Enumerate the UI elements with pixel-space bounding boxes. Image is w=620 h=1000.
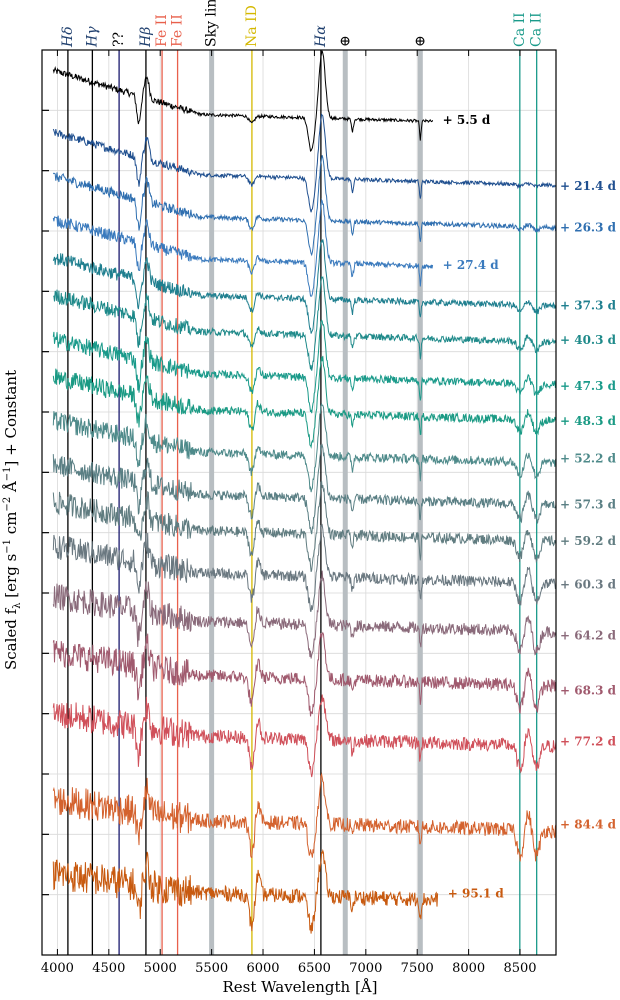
spectra-layer bbox=[52, 50, 557, 934]
epoch-label-layer: + 5.5 d + 21.4 d + 26.3 d + 27.4 d + 37.3 d +… bbox=[443, 113, 617, 900]
spectrum-line bbox=[52, 523, 557, 612]
x-tick-label: 8000 bbox=[452, 961, 485, 976]
spectrum-line bbox=[52, 694, 557, 778]
marker-label: Hα bbox=[313, 25, 329, 48]
spectrum-line bbox=[52, 402, 557, 493]
epoch-label: + 64.2 d bbox=[560, 629, 617, 643]
epoch-label: + 60.3 d bbox=[560, 578, 617, 592]
line-marker-layer bbox=[67, 50, 538, 955]
epoch-label: + 57.3 d bbox=[560, 497, 617, 511]
spectrum-line bbox=[52, 355, 557, 449]
sky-band bbox=[417, 50, 423, 955]
epoch-label: + 84.4 d bbox=[560, 817, 617, 831]
y-title-main: Scaled f bbox=[2, 607, 20, 670]
y-title-units-end: ] + Constant bbox=[2, 370, 20, 466]
y-title-units-mid2: Å bbox=[2, 481, 20, 497]
marker-label: Fe II bbox=[170, 14, 186, 47]
axis-layer: 4000 4500 5000 5500 6000 6500 7000 7500 8000 8500 bbox=[41, 50, 537, 976]
epoch-label: + 95.1 d bbox=[448, 886, 505, 900]
spectrum-line bbox=[52, 848, 439, 934]
epoch-label: + 26.3 d bbox=[560, 221, 617, 235]
spectrum-line bbox=[52, 319, 557, 414]
spectrum-line bbox=[52, 443, 557, 535]
spectrum-line bbox=[52, 155, 557, 257]
x-tick-label: 4000 bbox=[41, 961, 74, 976]
marker-label: Hγ bbox=[84, 26, 100, 48]
epoch-label: + 48.3 d bbox=[560, 414, 617, 428]
x-tick-label: 5000 bbox=[144, 961, 177, 976]
spectrum-line bbox=[52, 570, 557, 659]
epoch-label: + 47.3 d bbox=[560, 379, 617, 393]
x-tick-label: 4500 bbox=[92, 961, 125, 976]
spectrum-line bbox=[52, 631, 557, 717]
epoch-label: + 27.4 d bbox=[443, 258, 500, 272]
marker-label: Ca II bbox=[529, 12, 545, 47]
epoch-label: + 40.3 d bbox=[560, 333, 617, 347]
sky-band bbox=[209, 50, 215, 955]
x-tick-label: 7000 bbox=[349, 961, 382, 976]
x-tick-label: 7500 bbox=[401, 961, 434, 976]
plot-frame bbox=[41, 49, 557, 956]
marker-label: Ca II bbox=[512, 12, 528, 47]
spectrum-line bbox=[52, 239, 557, 334]
marker-label: ⊕ bbox=[337, 35, 353, 47]
marker-label: Na ID bbox=[244, 5, 260, 47]
x-tick-label: 6500 bbox=[298, 961, 331, 976]
y-title-sup3: −1 bbox=[2, 466, 13, 481]
spectrum-line bbox=[52, 113, 556, 213]
x-tick-label: 5500 bbox=[195, 961, 228, 976]
spectrum-line bbox=[52, 198, 434, 297]
sky-band bbox=[342, 50, 348, 955]
marker-label: ?? bbox=[111, 32, 127, 47]
epoch-label: + 5.5 d bbox=[443, 113, 491, 127]
x-axis-title: Rest Wavelength [Å] bbox=[222, 978, 377, 996]
epoch-label: + 59.2 d bbox=[560, 534, 617, 548]
marker-label: ⊕ bbox=[412, 35, 428, 47]
epoch-label: + 52.2 d bbox=[560, 452, 617, 466]
marker-label: Hδ bbox=[60, 26, 76, 48]
epoch-label: + 21.4 d bbox=[560, 179, 617, 193]
y-title-sup1: −1 bbox=[2, 539, 13, 554]
epoch-label: + 77.2 d bbox=[560, 734, 617, 748]
y-title-sub: λ bbox=[12, 602, 23, 609]
y-axis-title: Scaled fλ [erg s−1 cm−2 Å−1] + Constant bbox=[2, 370, 23, 670]
marker-label-layer: Hδ Hγ?? Hβ Fe II Fe II Sky line Na ID Hα ⊕ ⊕ Ca II… bbox=[60, 0, 545, 48]
grid-layer bbox=[42, 50, 556, 955]
sky-band-layer bbox=[209, 50, 423, 955]
marker-label: Sky line bbox=[204, 0, 220, 47]
y-title-sup2: −2 bbox=[2, 497, 13, 512]
y-title-units-mid: cm bbox=[2, 512, 20, 539]
x-tick-label: 6000 bbox=[246, 961, 279, 976]
spectrum-line bbox=[53, 275, 557, 371]
epoch-label: + 68.3 d bbox=[560, 684, 617, 698]
spectrum-line bbox=[52, 772, 557, 862]
epoch-label: + 37.3 d bbox=[560, 298, 617, 312]
marker-label: Fe II bbox=[154, 14, 170, 47]
y-title-units: [erg s bbox=[2, 554, 20, 603]
spectrum-line bbox=[52, 480, 557, 572]
marker-label: Hβ bbox=[138, 27, 154, 48]
x-tick-label: 8500 bbox=[503, 961, 536, 976]
spectrum-line bbox=[52, 50, 434, 152]
